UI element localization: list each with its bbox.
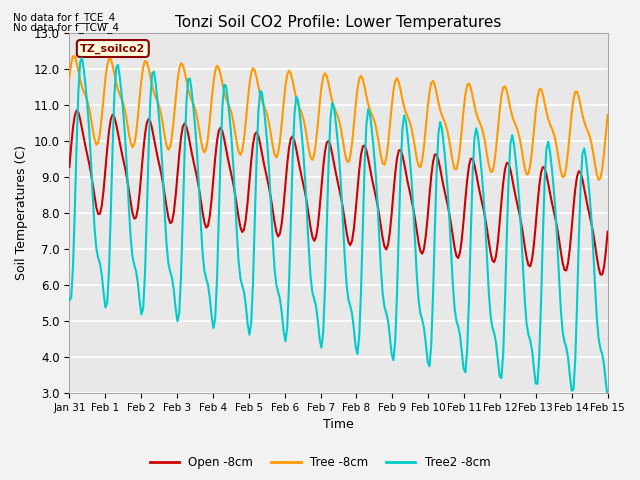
Text: No data for f_TCE_4: No data for f_TCE_4 <box>13 12 115 23</box>
Title: Tonzi Soil CO2 Profile: Lower Temperatures: Tonzi Soil CO2 Profile: Lower Temperatur… <box>175 15 502 30</box>
X-axis label: Time: Time <box>323 419 354 432</box>
Legend: Open -8cm, Tree -8cm, Tree2 -8cm: Open -8cm, Tree -8cm, Tree2 -8cm <box>145 452 495 474</box>
Text: No data for f_TCW_4: No data for f_TCW_4 <box>13 22 119 33</box>
Text: TZ_soilco2: TZ_soilco2 <box>80 43 145 54</box>
Y-axis label: Soil Temperatures (C): Soil Temperatures (C) <box>15 145 28 280</box>
